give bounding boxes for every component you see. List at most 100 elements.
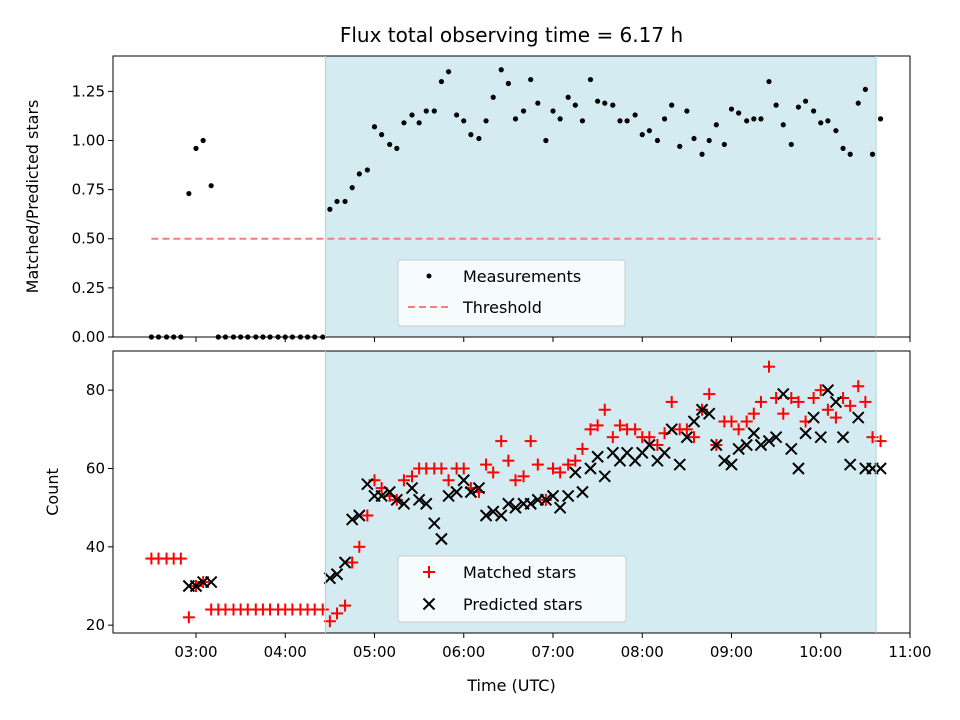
measurement-point — [565, 94, 571, 100]
measurement-point — [468, 132, 474, 138]
measurement-point — [780, 122, 786, 128]
measurement-point — [498, 67, 504, 73]
measurement-point — [587, 76, 594, 83]
predicted-star-point — [792, 462, 805, 475]
top-y-tick-label: 1.25 — [72, 82, 105, 100]
predicted-star-point — [673, 458, 686, 471]
measurement-point — [193, 145, 199, 151]
top-axes-frame — [112, 55, 911, 338]
top-legend-box — [397, 259, 626, 327]
measurement-point — [595, 98, 601, 104]
bottom-y-ticks: 20 40 60 80 — [86, 381, 113, 634]
predicted-star-point — [464, 485, 478, 499]
measurement-point — [699, 151, 705, 157]
measurement-point — [535, 100, 541, 106]
bottom-y-tick-label: 20 — [86, 616, 105, 634]
measurement-point — [677, 143, 683, 149]
measurement-point — [811, 108, 817, 114]
measurement-point — [572, 102, 578, 108]
measurement-point — [394, 145, 400, 151]
legend-matched-marker — [423, 566, 435, 578]
predicted-star-point — [553, 501, 567, 514]
top-marks — [148, 67, 884, 340]
measurement-point — [802, 98, 809, 104]
measurement-point — [833, 128, 839, 134]
top-y-tick-label: 0.25 — [72, 279, 105, 297]
bottom-legend-box — [397, 555, 627, 623]
predicted-star-point — [561, 489, 575, 503]
predicted-star-point — [680, 430, 694, 444]
predicted-star-point — [450, 485, 463, 499]
measurement-point — [438, 78, 445, 85]
predicted-star-point — [502, 497, 515, 510]
x-tick-label: 04:00 — [264, 643, 307, 661]
predicted-star-point — [643, 438, 656, 452]
measurement-point — [736, 110, 742, 116]
measurement-point — [773, 102, 779, 108]
legend-measurements-label: Measurements — [463, 267, 581, 286]
predicted-star-point — [836, 430, 850, 444]
chart-title: Flux total observing time = 6.17 h — [340, 23, 683, 47]
predicted-star-point — [725, 458, 738, 471]
predicted-star-point — [486, 505, 500, 518]
predicted-star-point — [338, 556, 352, 569]
x-tick-label: 07:00 — [531, 643, 574, 661]
measurement-point — [713, 122, 719, 128]
bottom-y-tick-label: 80 — [86, 381, 105, 399]
measurement-point — [387, 141, 393, 148]
predicted-star-point — [620, 446, 634, 460]
measurement-point — [624, 118, 630, 124]
measurement-point — [795, 104, 802, 110]
measurement-point — [684, 108, 690, 114]
measurement-point — [416, 120, 422, 126]
predicted-star-point — [524, 497, 537, 510]
predicted-star-point — [412, 493, 426, 507]
predicted-star-point — [479, 509, 493, 522]
predicted-star-point — [762, 434, 776, 448]
bottom-axes-frame — [112, 350, 911, 634]
top-y-tick-label: 0.75 — [72, 181, 105, 199]
predicted-star-point — [710, 438, 723, 452]
measurement-point — [356, 171, 362, 177]
measurement-point — [788, 141, 794, 148]
measurement-point — [476, 135, 482, 142]
measurement-point — [721, 141, 727, 148]
x-axis-label: Time (UTC) — [466, 676, 555, 695]
predicted-star-point — [405, 481, 419, 495]
legend-threshold-label: Threshold — [462, 298, 542, 317]
measurement-point — [669, 102, 675, 108]
measurement-point — [543, 137, 549, 144]
predicted-star-point — [769, 430, 783, 444]
top-panel: 0.00 0.25 0.50 0.75 1.00 1.25 Flux total obse… — [23, 23, 911, 346]
top-y-tick-label: 0.00 — [72, 328, 105, 346]
predicted-star-point — [702, 407, 716, 420]
predicted-star-point — [345, 513, 359, 526]
measurement-point — [490, 94, 496, 100]
predicted-star-point — [428, 517, 441, 530]
predicted-star-point — [740, 438, 753, 452]
measurement-point — [186, 190, 192, 197]
legend-matched-label: Matched stars — [463, 563, 576, 582]
predicted-star-point — [390, 493, 404, 507]
measurement-point — [342, 198, 348, 205]
predicted-star-point — [785, 442, 798, 456]
measurement-point — [632, 112, 638, 118]
bottom-legend: Matched stars Predicted stars — [397, 555, 627, 623]
measurement-point — [505, 80, 511, 87]
predicted-star-point — [799, 427, 812, 440]
predicted-star-point — [442, 489, 455, 503]
predicted-star-point — [874, 462, 887, 475]
predicted-star-point — [457, 474, 470, 487]
measurement-point — [691, 135, 697, 142]
measurement-point — [847, 151, 853, 157]
legend-predicted-label: Predicted stars — [463, 595, 583, 614]
top-x-ticks — [195, 337, 911, 342]
measurement-point — [520, 108, 527, 114]
predicted-star-point — [189, 579, 203, 593]
measurement-point — [639, 132, 645, 138]
bottom-y-tick-label: 40 — [86, 538, 105, 556]
measurement-point — [200, 137, 206, 144]
predicted-star-point — [509, 501, 522, 514]
